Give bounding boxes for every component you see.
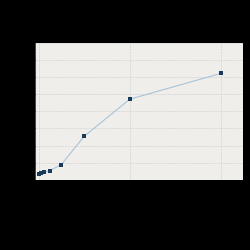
Point (60, 162, 64, 166)
Y-axis label: OD: OD (8, 106, 17, 117)
Point (219, 72, 223, 76)
Point (40, 171, 44, 175)
Point (128, 97, 132, 101)
Point (48, 168, 52, 172)
X-axis label: Pig Malate dehydrogenase, cytoplasmic
Concentration (ng/ml): Pig Malate dehydrogenase, cytoplasmic Co… (70, 193, 208, 206)
Point (37, 172, 41, 176)
Point (42, 170, 46, 174)
Point (82, 134, 86, 138)
